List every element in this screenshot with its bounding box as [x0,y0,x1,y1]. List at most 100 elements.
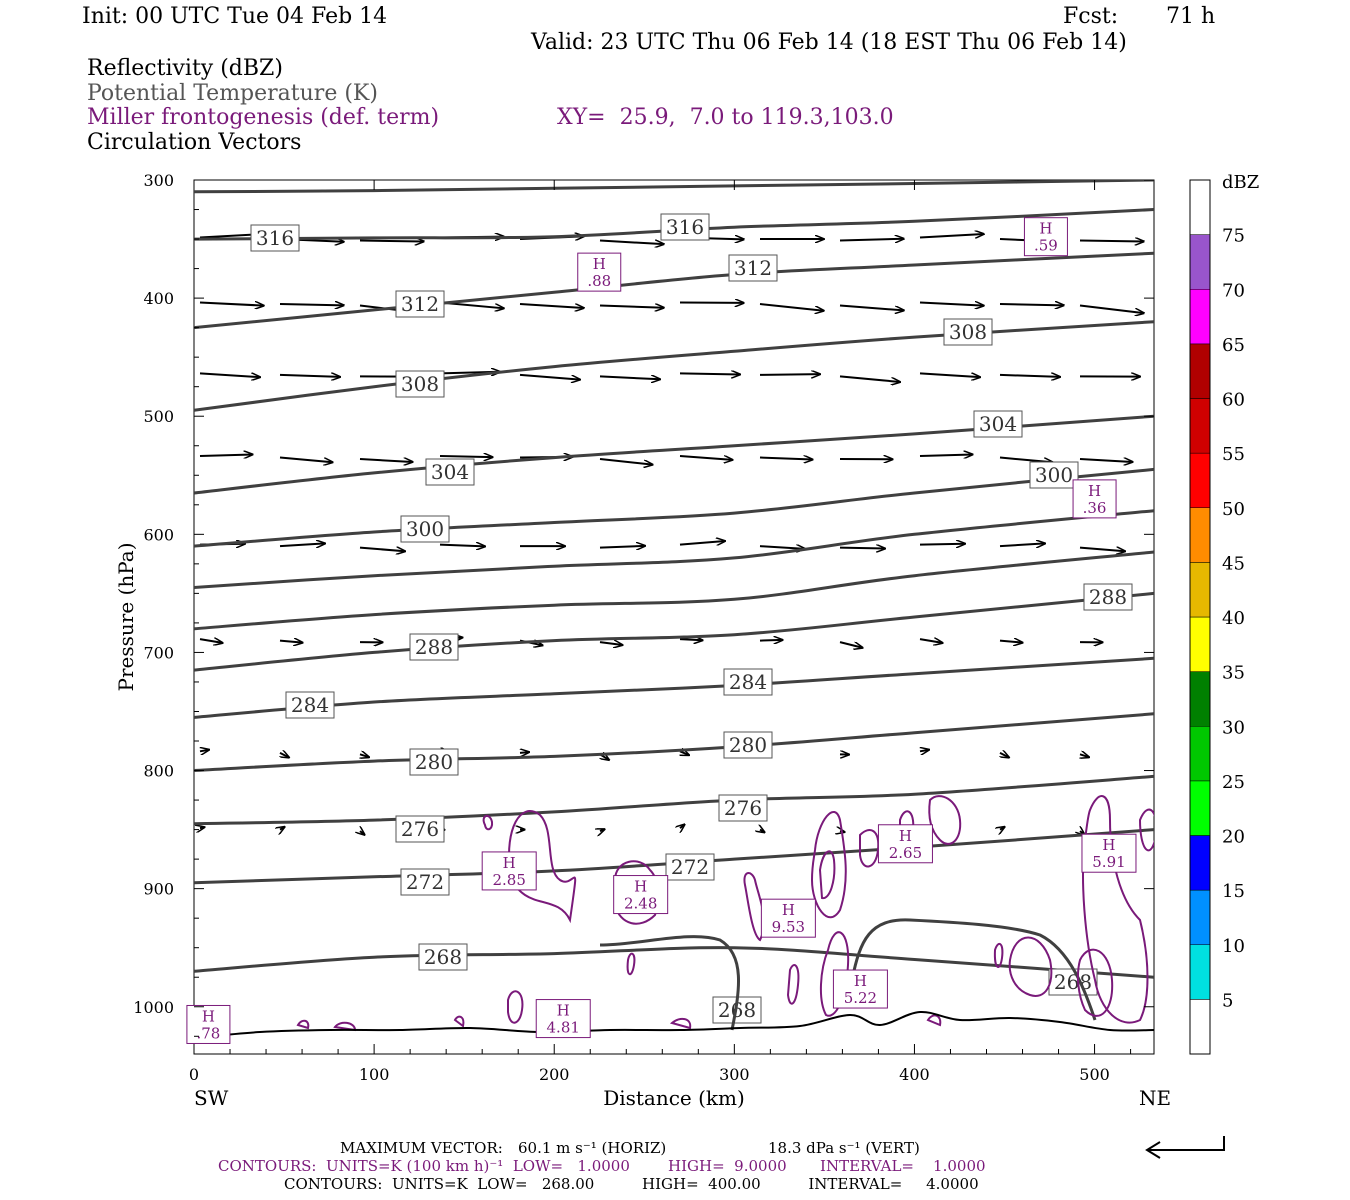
theta-contour [194,946,1154,979]
circulation-vector [1079,241,1144,242]
theta-label: 288 [1089,585,1127,609]
forecast-label: Fcst: [1063,4,1119,29]
theta-contour [194,774,1154,826]
y-tick-label: 1000 [133,998,174,1017]
theta-label: 304 [979,412,1017,436]
circulation-vector [279,304,344,305]
circulation-vector [599,642,623,645]
left-end-label: SW [194,1086,229,1110]
theta-contour [194,712,1154,772]
maximum-marker: H [503,854,516,872]
theta-label-box [395,370,445,398]
max-vector-label: MAXIMUM VECTOR: [340,1139,503,1157]
theta-label-box [409,633,459,661]
circulation-vector [199,454,253,456]
circulation-vector [999,456,1053,463]
circulation-vector [839,304,904,311]
circulation-vector [680,751,689,755]
theta-label: 280 [415,750,453,774]
theta-contour [194,591,1154,672]
theta-label-box [409,748,459,776]
field-reflectivity: Reflectivity (dBZ) [87,56,283,81]
axes: 300 400 500 600 700 800 900 1000 0 100 200 300 400 50… [133,171,1154,1084]
colorbar-segment [1189,179,1211,235]
theta-label: 272 [406,870,444,894]
right-end-label: NE [1139,1086,1171,1110]
circulation-vector [279,543,325,546]
colorbar-segment [1189,562,1211,618]
x-tick-label: 500 [1079,1065,1110,1084]
circulation-vector [679,373,740,374]
theta-label: 276 [401,817,439,841]
theta-label: 300 [1035,463,1073,487]
circulation-vector [1080,754,1089,757]
circulation-vector [360,831,365,835]
theta-label: 308 [949,320,987,344]
circulation-vector [839,548,885,549]
frontogenesis-contour [928,795,962,845]
theta-label-box [395,815,445,843]
maximum-value: 5.22 [844,989,877,1007]
x-tick-label: 300 [719,1065,750,1084]
max-vector-vertical: 18.3 dPa s⁻¹ (VERT) [768,1139,920,1157]
circulation-vector [759,640,783,641]
colorbar-title: dBZ [1222,172,1259,193]
maximum-value: 2.65 [889,844,922,862]
circulation-vector [599,306,664,308]
colorbar-segment [1189,780,1211,836]
maximum-box [1072,479,1117,519]
circulation-vector [839,239,904,241]
colorbar-label: 60 [1222,390,1245,411]
theta-contour-info: CONTOURS: UNITS=K LOW= 268.00 HIGH= 400.… [284,1175,979,1193]
colorbar-label: 30 [1222,717,1245,738]
circulation-vector [359,459,413,462]
terrain-line [194,1010,1154,1039]
theta-label-box [718,794,768,822]
frontogenesis-contour [1076,948,1114,1017]
circulation-vector [279,456,333,463]
circulation-vector [920,750,929,752]
theta-label: 316 [256,226,294,250]
theta-label: 308 [401,372,439,396]
field-frontogenesis: Miller frontogenesis (def. term) [87,105,440,130]
valid-time: Valid: 23 UTC Thu 06 Feb 14 (18 EST Thu … [531,30,1127,55]
colorbar-segment [1189,289,1211,345]
maximum-value: 4.81 [547,1019,580,1037]
circulation-vector [919,303,984,306]
theta-contour [194,656,1154,719]
colorbar-segment [1189,889,1211,945]
theta-contour [194,251,1154,330]
theta-label: 268 [424,945,462,969]
circulation-vector [919,639,943,643]
theta-label-box [1083,583,1133,611]
circulation-vector [199,372,260,377]
circulation-vector [679,455,733,460]
theta-contour [194,180,1154,194]
circulation-vector [999,375,1060,377]
theta-contour [194,467,1154,548]
theta-label-box [285,691,335,719]
colorbar-label: 10 [1222,936,1245,957]
theta-contour [194,550,1154,631]
theta-label: 300 [406,517,444,541]
circulation-vector [439,456,493,457]
theta-label-box [943,318,993,346]
theta-contour [194,509,1154,589]
colorbar-segment [1189,398,1211,454]
colorbar-segment [1189,616,1211,672]
colorbar-segment [1189,726,1211,782]
x-tick-label: 400 [899,1065,930,1084]
circulation-vector [279,641,303,643]
maximum-value: 9.53 [772,918,805,936]
fronto-contour-info: CONTOURS: UNITS=K (100 km h)⁻¹ LOW= 1.00… [218,1157,986,1175]
frontogenesis-contour [786,964,800,1005]
theta-label: 284 [291,693,329,717]
maximum-value: .36 [1083,499,1107,517]
maximum-marker: H [557,1002,570,1020]
frontogenesis-contour [626,952,636,976]
circulation-vector [599,239,664,245]
reflectivity-colorbar: 5 10 15 20 25 30 35 40 45 50 55 60 65 70 75 dBZ [1189,172,1259,1055]
theta-label-box [1029,461,1079,489]
x-tick-label: 200 [539,1065,570,1084]
circulation-vector [919,544,965,545]
